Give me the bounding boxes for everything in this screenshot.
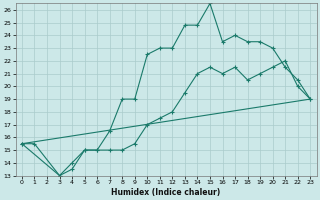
X-axis label: Humidex (Indice chaleur): Humidex (Indice chaleur) — [111, 188, 221, 197]
